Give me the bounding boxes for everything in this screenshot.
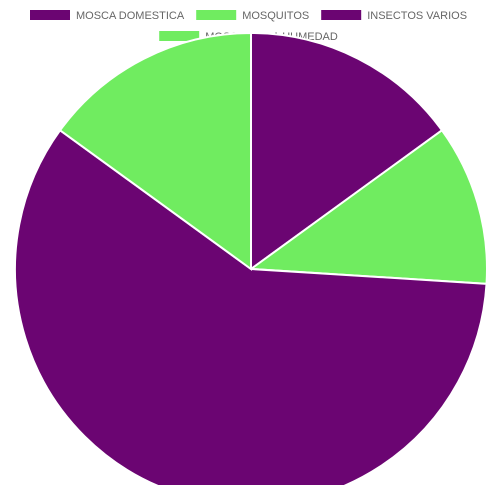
legend-label: MOSQUITOS <box>242 10 309 22</box>
pie-slices <box>14 31 488 485</box>
pie-slice-mosca-domestica[interactable] <box>250 31 444 271</box>
legend-label: INSECTOS VARIOS <box>367 10 467 22</box>
legend-swatch <box>30 10 70 20</box>
legend-label: MOSCA DOMESTICA <box>76 10 185 22</box>
pie-slice-mosquitos[interactable] <box>248 128 488 285</box>
legend-item-insectos-varios[interactable]: INSECTOS VARIOS <box>321 10 467 22</box>
legend-swatch <box>196 10 237 20</box>
legend-item-mosquitos[interactable]: MOSQUITOS <box>196 10 309 22</box>
pie-slice-insectos-varios[interactable] <box>14 128 488 485</box>
legend-swatch <box>321 10 362 20</box>
legend-item-mosca-domestica[interactable]: MOSCA DOMESTICA <box>30 10 185 22</box>
legend-swatch <box>159 31 200 41</box>
pie-slice-mosca-de-la-humedad[interactable] <box>58 31 252 271</box>
